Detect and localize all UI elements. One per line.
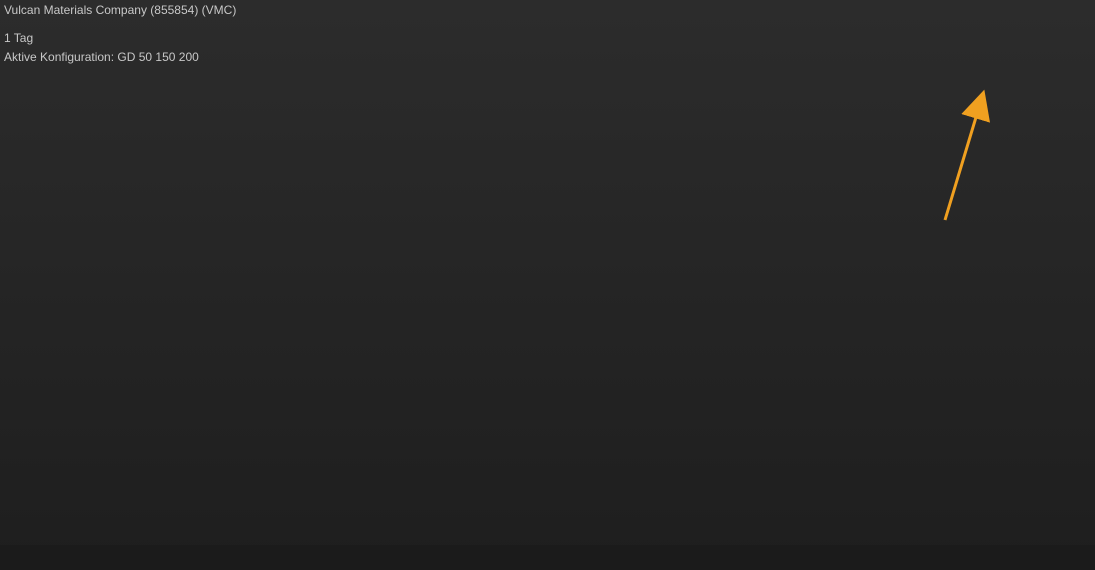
chart-title: Vulcan Materials Company (855854) (VMC) bbox=[4, 3, 236, 17]
arrow bbox=[943, 89, 991, 221]
config: Aktive Konfiguration: GD 50 150 200 bbox=[4, 50, 199, 64]
interval: 1 Tag bbox=[4, 31, 33, 45]
date-axis-band bbox=[0, 545, 1095, 570]
